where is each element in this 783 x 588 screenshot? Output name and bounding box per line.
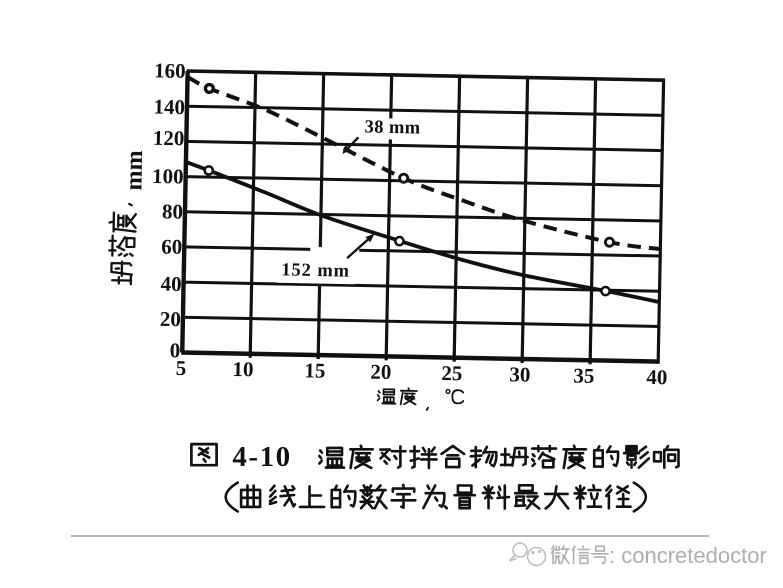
svg-text:25: 25 [441, 361, 462, 385]
svg-text:30: 30 [509, 362, 530, 386]
svg-text:40: 40 [160, 272, 181, 296]
svg-text:152 mm: 152 mm [281, 260, 350, 281]
svg-text:20: 20 [160, 307, 181, 331]
svg-text:5: 5 [175, 356, 186, 380]
svg-text:4-10: 4-10 [232, 441, 291, 473]
svg-text:10: 10 [232, 357, 253, 381]
svg-text:40: 40 [646, 365, 667, 389]
svg-text:140: 140 [153, 95, 185, 120]
svg-text:15: 15 [304, 358, 325, 382]
svg-text:60: 60 [161, 234, 182, 258]
svg-text:0: 0 [170, 338, 181, 362]
svg-text:38 mm: 38 mm [364, 117, 421, 138]
svg-text:100: 100 [152, 164, 184, 189]
svg-text:mm: mm [121, 150, 148, 191]
svg-text:20: 20 [370, 360, 391, 384]
svg-text:160: 160 [154, 58, 186, 83]
svg-text:: concretedoctor: : concretedoctor [609, 543, 767, 568]
svg-text:35: 35 [573, 363, 594, 387]
svg-text:80: 80 [162, 199, 183, 223]
svg-text:120: 120 [153, 126, 185, 151]
